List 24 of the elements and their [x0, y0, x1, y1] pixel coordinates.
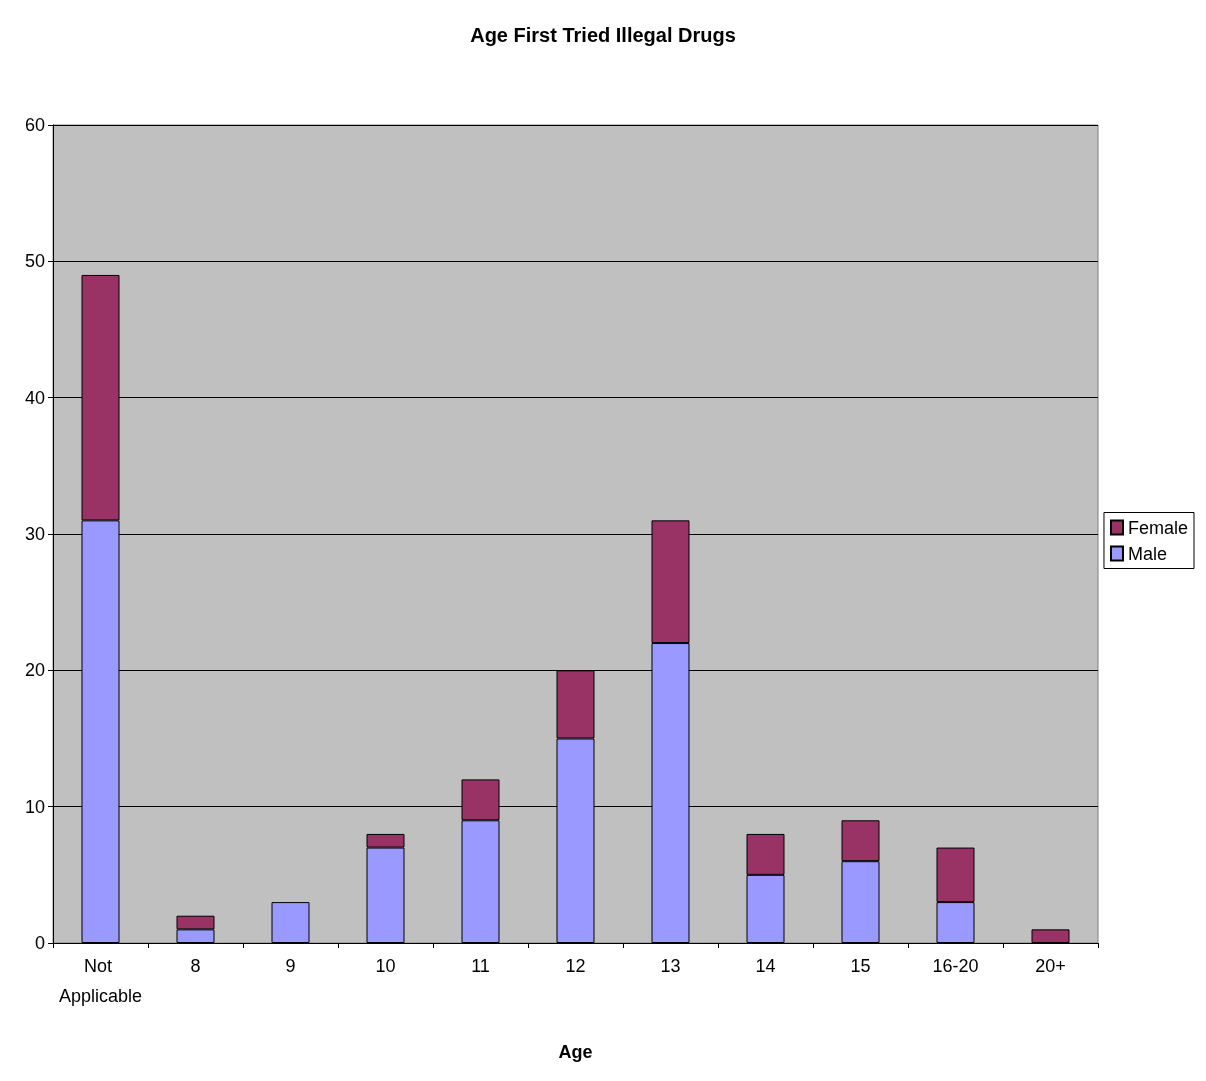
x-tick-label: 16-20: [932, 956, 979, 976]
x-tick-label: Not Applicable: [58, 956, 143, 1006]
x-axis-title: Age: [558, 1042, 593, 1062]
y-tick-label: 40: [24, 387, 45, 408]
x-tick-label: 14: [755, 956, 776, 976]
x-tick-label: 20+: [1035, 956, 1066, 976]
x-tick-label: 15: [850, 956, 871, 976]
y-tick-label: 30: [24, 524, 45, 544]
y-tick-label: 10: [24, 796, 45, 817]
x-tick-label: 10: [375, 956, 396, 976]
legend-label: Female: [1127, 517, 1189, 538]
x-tick-label: 8: [190, 956, 201, 976]
bar: [1031, 929, 1070, 943]
y-tick-label: 50: [24, 251, 45, 272]
bar: [271, 902, 310, 943]
legend-label: Male: [1127, 543, 1167, 564]
y-tick-label: 0: [34, 933, 45, 953]
y-tick-label: 60: [24, 115, 45, 135]
x-tick-label: 9: [285, 956, 296, 976]
y-tick-label: 20: [24, 660, 45, 681]
x-tick-label: 11: [471, 956, 490, 976]
chart-title: Age First Tried Illegal Drugs: [470, 24, 736, 46]
x-tick-label: 13: [660, 956, 681, 976]
x-tick-label: 12: [565, 956, 586, 976]
